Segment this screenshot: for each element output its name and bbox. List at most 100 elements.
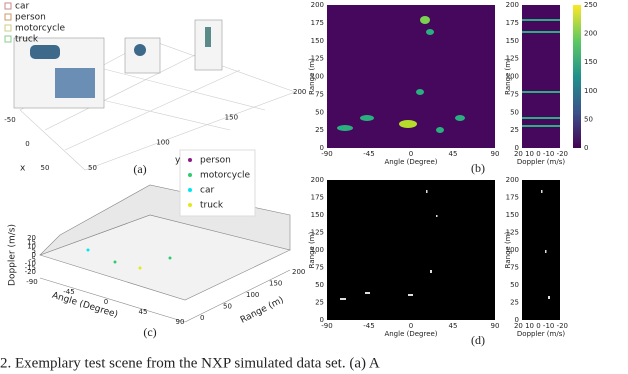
y-tick: 125 [506,229,519,237]
legend-marker [188,188,192,192]
y-tick: 50 [315,281,324,289]
z-tick: 0 [32,251,36,259]
doppler-label: Doppler (m/s) [517,158,565,166]
legend-swatch [4,2,12,10]
y-tick: 125 [311,229,324,237]
y-tick: 0 [320,316,324,324]
legend-c: person motorcycle car truck [179,149,256,217]
y-tick: 125 [311,55,324,63]
heat-blobs [337,16,465,133]
y-tick: 175 [506,19,519,27]
y-tick: 25 [315,299,324,307]
x-tick: -50 [4,116,15,124]
z-tick: -20 [25,268,36,276]
moto-inset [124,37,161,74]
x-label: Angle (Degree) [51,291,119,321]
legend-marker [188,203,192,207]
x-tick: 90 [176,318,185,326]
x-tick: -90 [321,322,332,330]
y-tick: 150 [311,37,324,45]
label: (a) [133,162,146,176]
points-3d [86,248,172,270]
colorbar-tick: 200 [584,30,597,38]
x-tick: -45 [63,288,74,296]
doppler-lines [522,19,560,127]
y-tick: 50 [315,108,324,116]
x-tick: -45 [363,150,374,158]
y-tick: 100 [311,73,324,81]
y-tick: 200 [506,1,519,9]
legend-box [179,149,256,217]
label: (b) [471,161,485,175]
y-tick: 0 [515,316,519,324]
doppler-ticks: 20 10 0 -10 -20 [514,150,568,158]
y-tick: 200 [292,268,305,276]
y-tick: 150 [506,211,519,219]
y-tick: 175 [311,19,324,27]
y-tick: 150 [506,37,519,45]
y-label: Range (m) [308,58,316,95]
y-tick: 200 [506,176,519,184]
y-label: y [175,156,181,166]
y-tick: 100 [506,73,519,81]
y-tick: 100 [156,139,169,147]
z-tick: 5 [32,247,36,255]
z-tick: 10 [27,243,36,251]
y-tick: 75 [510,264,519,272]
legend-label: truck [15,35,39,45]
y-tick: 175 [311,194,324,202]
doppler-map [522,5,560,148]
truck-model [55,68,95,98]
y-tick: 50 [223,303,232,311]
y-label: Range (m) [239,295,286,325]
colorbar-tick: 0 [584,144,588,152]
legend-label: person [200,156,231,166]
legend-label: person [15,13,46,23]
y-tick: 125 [506,55,519,63]
y-tick: 150 [311,211,324,219]
y-tick: 25 [510,299,519,307]
y-tick: 25 [510,126,519,134]
z-tick: -10 [25,260,36,268]
x-label: x [20,164,26,174]
y-label: Range (m) [308,231,316,268]
car-model [30,45,60,59]
legend-marker [188,158,192,162]
y-tick: 75 [315,264,324,272]
y-tick: 175 [506,194,519,202]
detection-map [327,180,495,320]
y-tick: 100 [311,246,324,254]
colorbar-tick: 250 [584,1,597,9]
legend-swatch [4,24,12,32]
y-tick: 0 [320,144,324,152]
z-tick: 20 [27,234,36,242]
y-tick: 100 [246,291,259,299]
legend-label: motorcycle [200,171,251,181]
x-tick: 50 [41,164,50,172]
y-tick: 200 [293,88,306,96]
y-tick: 150 [269,280,282,288]
x-tick: 45 [449,150,458,158]
doppler-detections [522,180,560,320]
x-tick: 0 [409,150,413,158]
y-tick: 75 [510,90,519,98]
y-tick: 0 [200,314,204,322]
label: (d) [471,333,485,347]
detections [340,190,438,300]
x-tick: 90 [491,322,500,330]
x-tick: 0 [104,298,108,306]
legend-marker [188,173,192,177]
colorbar-tick: 150 [584,58,597,66]
x-tick: 0 [25,140,29,148]
y-tick: 50 [510,108,519,116]
legend-swatch [4,35,12,43]
x-tick: 90 [491,150,500,158]
y-tick: 100 [506,246,519,254]
y-label: Range (m) [504,58,512,95]
label: (c) [143,325,156,339]
colorbar [573,5,581,148]
y-label: Range (m) [504,231,512,268]
legend-swatch [4,13,12,21]
doppler-ticks: 20 10 0 -10 -20 [514,322,568,330]
colorbar-tick: 50 [584,115,593,123]
